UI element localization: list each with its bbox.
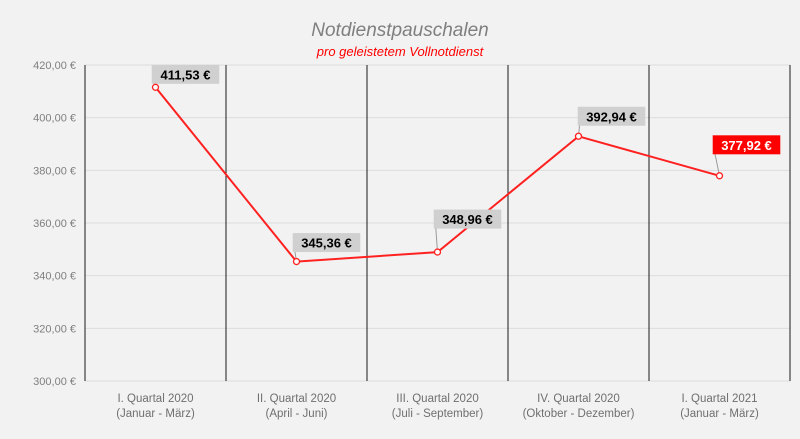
data-label-box bbox=[151, 64, 220, 84]
leader-line bbox=[714, 152, 720, 176]
data-label-box bbox=[433, 209, 502, 229]
y-tick-label: 420,00 € bbox=[33, 60, 76, 72]
y-tick-label: 300,00 € bbox=[33, 376, 76, 388]
data-label-box bbox=[577, 106, 646, 126]
x-tick-label: III. Quartal 2020 bbox=[396, 393, 478, 405]
x-tick-label: (Juli - September) bbox=[392, 408, 484, 420]
x-tick-label: I. Quartal 2021 bbox=[681, 393, 757, 405]
y-tick-label: 320,00 € bbox=[33, 323, 76, 335]
y-tick-label: 340,00 € bbox=[33, 271, 76, 283]
data-label: 411,53 € bbox=[161, 67, 211, 82]
data-label: 392,94 € bbox=[586, 109, 637, 124]
x-tick-label: IV. Quartal 2020 bbox=[537, 393, 620, 405]
chart-subtitle: pro geleistetem Vollnotdienst bbox=[316, 44, 484, 59]
data-label-box bbox=[292, 233, 361, 253]
chart-title: Notdienstpauschalen bbox=[311, 20, 489, 41]
y-tick-label: 360,00 € bbox=[33, 218, 76, 230]
data-label: 377,92 € bbox=[721, 138, 772, 153]
x-tick-label: (April - Juni) bbox=[266, 408, 328, 420]
x-tick-label: (Oktober - Dezember) bbox=[523, 408, 635, 420]
data-point bbox=[151, 83, 160, 91]
x-tick-label: (Januar - März) bbox=[680, 408, 759, 420]
data-label: 345,36 € bbox=[301, 236, 352, 251]
data-point bbox=[292, 257, 301, 266]
y-tick-label: 380,00 € bbox=[33, 165, 76, 177]
y-tick-label: 400,00 € bbox=[33, 113, 76, 125]
data-point bbox=[433, 248, 442, 256]
x-tick-label: I. Quartal 2020 bbox=[117, 393, 193, 405]
data-label-box bbox=[712, 135, 781, 155]
x-tick-label: (Januar - März) bbox=[116, 408, 195, 420]
x-tick-label: II. Quartal 2020 bbox=[257, 393, 336, 405]
data-label: 348,96 € bbox=[442, 212, 493, 227]
data-point bbox=[715, 172, 724, 180]
leader-line bbox=[435, 226, 438, 253]
data-point bbox=[574, 132, 583, 140]
